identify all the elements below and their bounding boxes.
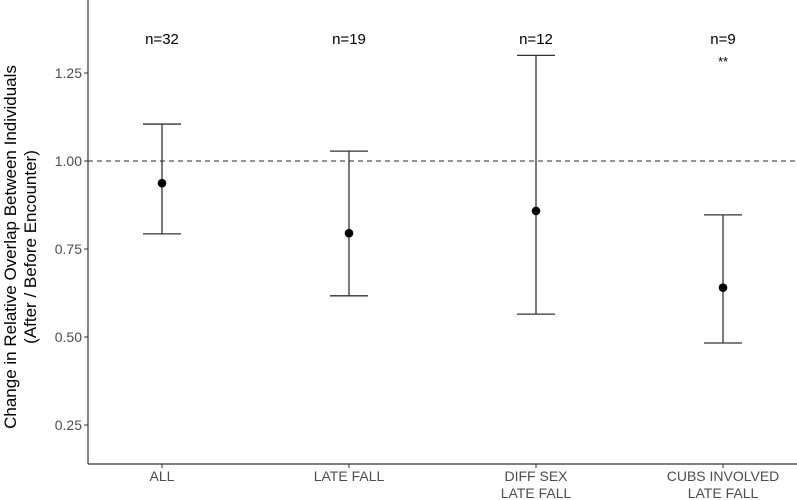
y-axis-ticks: 0.25 0.50 0.75 1.00 1.25 xyxy=(55,65,88,433)
sample-size-label: n=19 xyxy=(332,31,366,48)
sample-size-label: n=32 xyxy=(145,31,179,48)
sample-size-label: n=12 xyxy=(519,31,553,48)
y-tick-label: 0.75 xyxy=(55,241,82,257)
errorbar-group: n=9 ** xyxy=(704,31,742,344)
errorbar-group: n=19 xyxy=(330,31,368,297)
point-estimate xyxy=(157,178,167,188)
y-tick-label: 1.00 xyxy=(55,153,82,169)
y-tick-label: 1.25 xyxy=(55,65,82,81)
x-category-label: LATE FALL xyxy=(688,485,759,500)
x-category-label: DIFF SEX xyxy=(504,468,568,484)
x-category-label: LATE FALL xyxy=(314,468,385,484)
y-tick-label: 0.50 xyxy=(55,329,82,345)
y-tick-label: 0.25 xyxy=(55,417,82,433)
y-axis-title: Change in Relative Overlap Between Indiv… xyxy=(1,65,20,429)
sample-size-label: n=9 xyxy=(710,31,735,48)
x-category-label: CUBS INVOLVED xyxy=(667,468,780,484)
significance-marker: ** xyxy=(718,54,728,69)
point-estimate xyxy=(344,228,354,238)
errorbar-series: n=32 n=19 n=12 n=9 ** xyxy=(143,31,742,344)
x-category-label: LATE FALL xyxy=(501,485,572,500)
point-estimate xyxy=(718,283,728,293)
errorbar-group: n=12 xyxy=(517,31,555,315)
errorbar-group: n=32 xyxy=(143,31,181,235)
y-axis-title-line2: (After / Before Encounter) xyxy=(21,150,40,344)
point-estimate xyxy=(531,206,541,216)
x-category-label: ALL xyxy=(150,468,175,484)
